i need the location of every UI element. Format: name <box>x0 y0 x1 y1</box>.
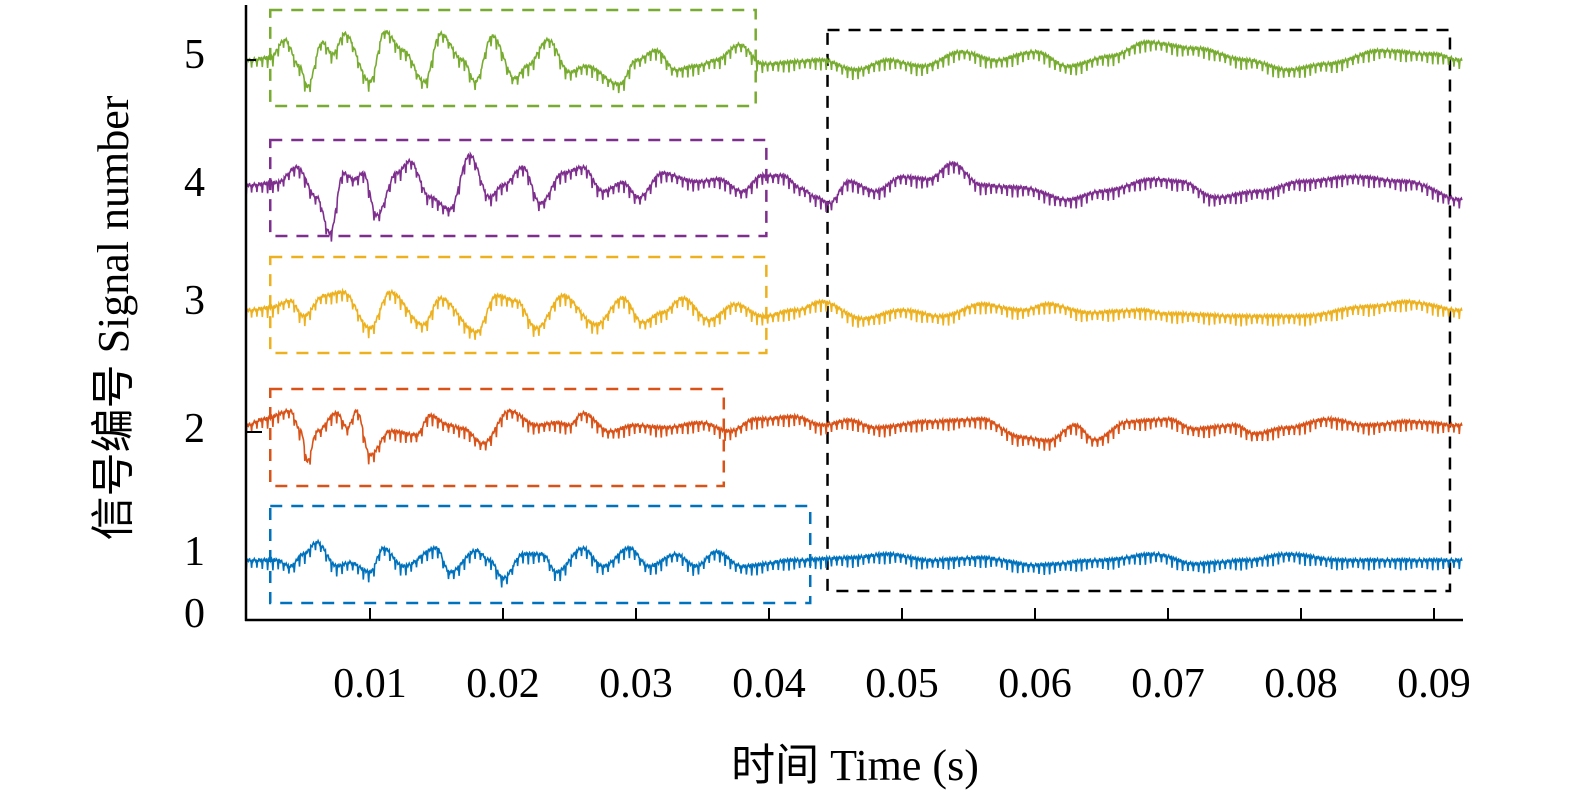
x-tick-label: 0.08 <box>1264 661 1338 707</box>
y-tick-label: 4 <box>184 160 205 206</box>
signal-line-4 <box>245 151 1463 242</box>
highlight-box-3 <box>269 255 768 355</box>
x-tick-label: 0.05 <box>865 661 939 707</box>
x-tick-label: 0.03 <box>599 661 673 707</box>
y-ticks: 5 4 3 2 1 0 <box>184 32 262 637</box>
highlight-boxes <box>269 8 1452 605</box>
highlight-box-all <box>826 28 1452 593</box>
y-tick-label: 2 <box>184 406 205 452</box>
axes <box>244 5 1463 622</box>
highlight-box-5 <box>269 8 757 108</box>
x-ticks: 0.01 0.02 0.03 0.04 0.05 0.06 0.07 0.08 0.09 <box>333 608 1471 707</box>
x-tick-label: 0.07 <box>1131 661 1205 707</box>
y-tick-label: 5 <box>184 32 205 78</box>
x-tick-label: 0.01 <box>333 661 407 707</box>
x-tick-label: 0.04 <box>732 661 806 707</box>
y-tick-label: 3 <box>184 278 205 324</box>
signal-lines <box>245 29 1463 588</box>
y-tick-label: 0 <box>184 591 205 637</box>
signal-line-2 <box>245 407 1463 465</box>
signal-line-1 <box>245 538 1463 588</box>
y-tick-label: 1 <box>184 529 205 575</box>
signal-line-5 <box>245 29 1463 94</box>
highlight-box-4 <box>269 138 768 238</box>
highlight-box-2 <box>269 387 726 488</box>
x-axis-title: 时间 Time (s) <box>731 741 979 790</box>
signal-line-3 <box>245 287 1463 340</box>
y-axis-title: 信号编号 Signal number <box>89 95 138 540</box>
highlight-box-1 <box>269 504 812 605</box>
x-tick-label: 0.02 <box>466 661 540 707</box>
x-tick-label: 0.09 <box>1397 661 1471 707</box>
x-tick-label: 0.06 <box>998 661 1072 707</box>
